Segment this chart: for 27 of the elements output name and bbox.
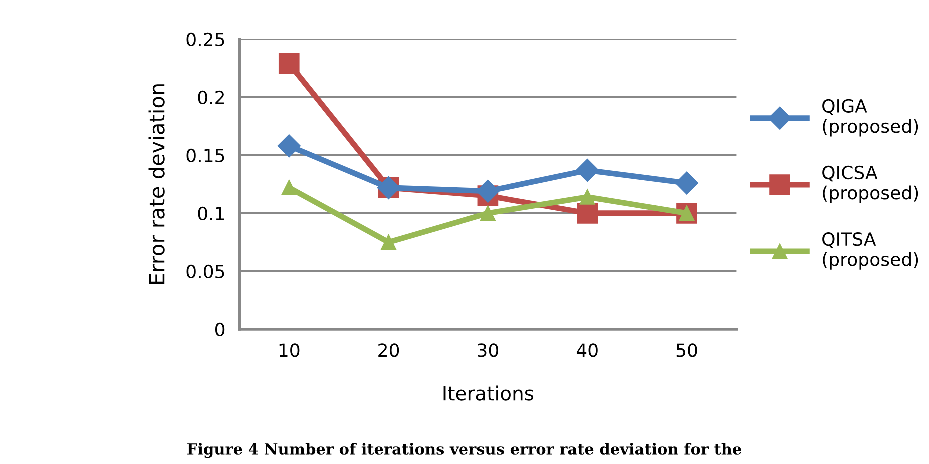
point: [278, 53, 300, 74]
y-tick-label: 0.05: [186, 264, 224, 279]
y-tick-label: 0.25: [186, 32, 224, 47]
point: [476, 180, 500, 203]
legend-label: QIGA (proposed): [822, 99, 918, 137]
point: [676, 172, 698, 195]
x-tick-label: 30: [478, 344, 498, 358]
y-tick-label: 0.1: [198, 206, 224, 221]
y-tick-label: 0.2: [198, 90, 224, 105]
point: [480, 206, 496, 222]
x-tick-label: 10: [280, 344, 300, 358]
point: [576, 159, 600, 182]
x-tick-label: 50: [676, 344, 698, 358]
point: [577, 203, 598, 224]
point: [580, 190, 596, 205]
legend-label: QITSA (proposed): [822, 232, 918, 270]
y-axis-title: Error rate deviation: [148, 84, 165, 284]
x-axis-title: Iterations: [444, 386, 534, 401]
y-tick-label: 0: [215, 322, 225, 337]
caption: Figure 4 Number of iterations versus error rate deviation for the: [188, 443, 742, 458]
point: [278, 134, 301, 158]
legend-label: QICSA (proposed): [822, 166, 918, 204]
point: [381, 234, 396, 250]
point: [282, 180, 298, 196]
x-tick-label: 40: [576, 344, 598, 358]
x-tick-label: 20: [378, 344, 400, 358]
y-tick-label: 0.15: [186, 148, 224, 163]
